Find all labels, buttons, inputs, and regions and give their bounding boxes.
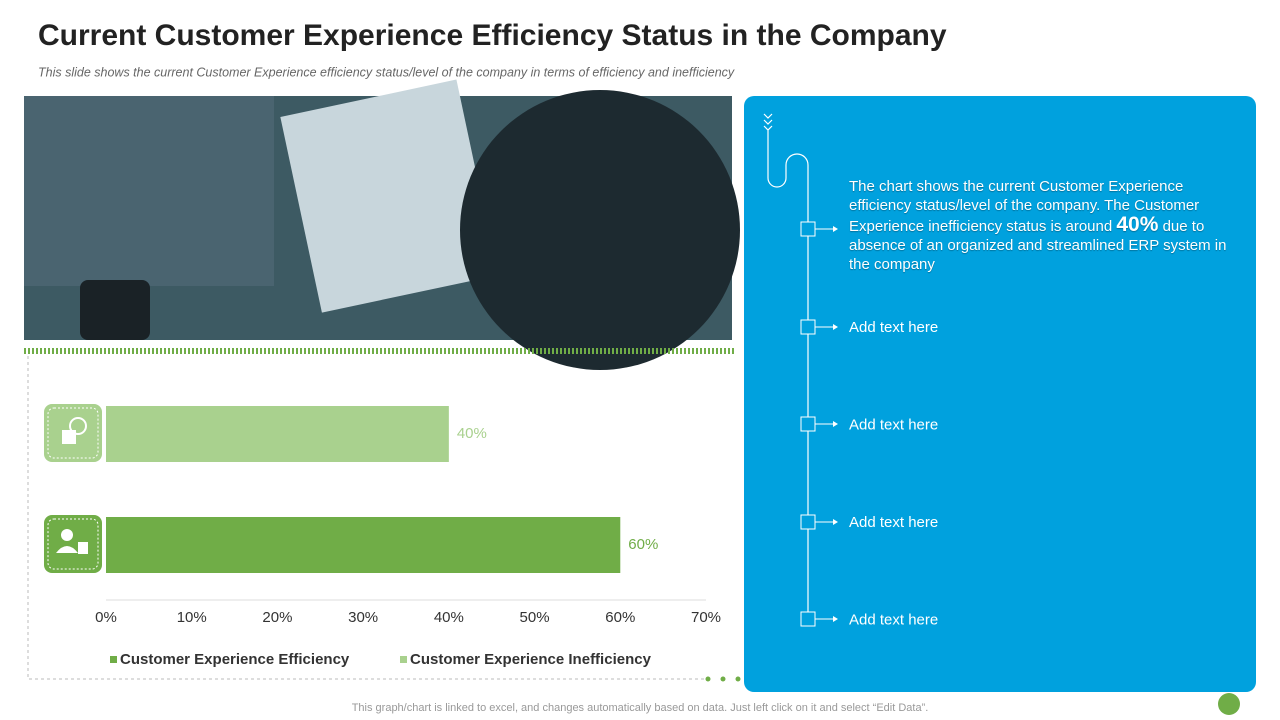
photo [24, 79, 740, 370]
subtitle: This slide shows the current Customer Ex… [38, 65, 735, 79]
value-label: 60% [628, 536, 658, 553]
x-tick-label: 70% [691, 609, 721, 626]
x-tick-label: 50% [520, 609, 550, 626]
arrowhead [833, 226, 838, 232]
x-tick-label: 20% [262, 609, 292, 626]
x-tick-label: 60% [605, 609, 635, 626]
title: Current Customer Experience Efficiency S… [38, 19, 947, 52]
panel-item: Add text here [849, 416, 938, 433]
value-label: 40% [457, 425, 487, 442]
x-tick-label: 30% [348, 609, 378, 626]
panel-text-before: The chart shows the current Customer Exp… [849, 178, 1200, 235]
x-tick-label: 10% [177, 609, 207, 626]
node [800, 611, 816, 627]
icons [44, 404, 102, 573]
panel-item: Add text here [849, 514, 938, 531]
x-tick-label: 0% [95, 609, 117, 626]
arrowhead [833, 421, 838, 427]
timeline [763, 113, 809, 620]
panel-highlight: 40% [1116, 213, 1159, 236]
frame [27, 356, 705, 680]
arrowhead [833, 519, 838, 525]
panel [744, 96, 1256, 692]
dots [705, 676, 741, 682]
arrowhead [833, 616, 838, 622]
legend-label: Customer Experience Inefficiency [410, 651, 652, 668]
arrowhead [833, 324, 838, 330]
node [800, 416, 816, 432]
bar [106, 517, 621, 573]
node [800, 514, 816, 530]
legend-swatch [400, 656, 407, 663]
legend-label: Customer Experience Efficiency [120, 651, 350, 668]
badge [1218, 693, 1240, 715]
node [800, 319, 816, 335]
panel-text-after: due to absence of an organized and strea… [849, 218, 1227, 273]
legend-swatch [110, 656, 117, 663]
panel-item: Add text here [849, 319, 938, 336]
bar [106, 406, 449, 462]
panel-text: The chart shows the current Customer Exp… [849, 177, 1229, 274]
node [800, 221, 816, 237]
panel-item: Add text here [849, 611, 938, 628]
x-tick-label: 40% [434, 609, 464, 626]
footer: This graph/chart is linked to excel, and… [352, 702, 929, 714]
